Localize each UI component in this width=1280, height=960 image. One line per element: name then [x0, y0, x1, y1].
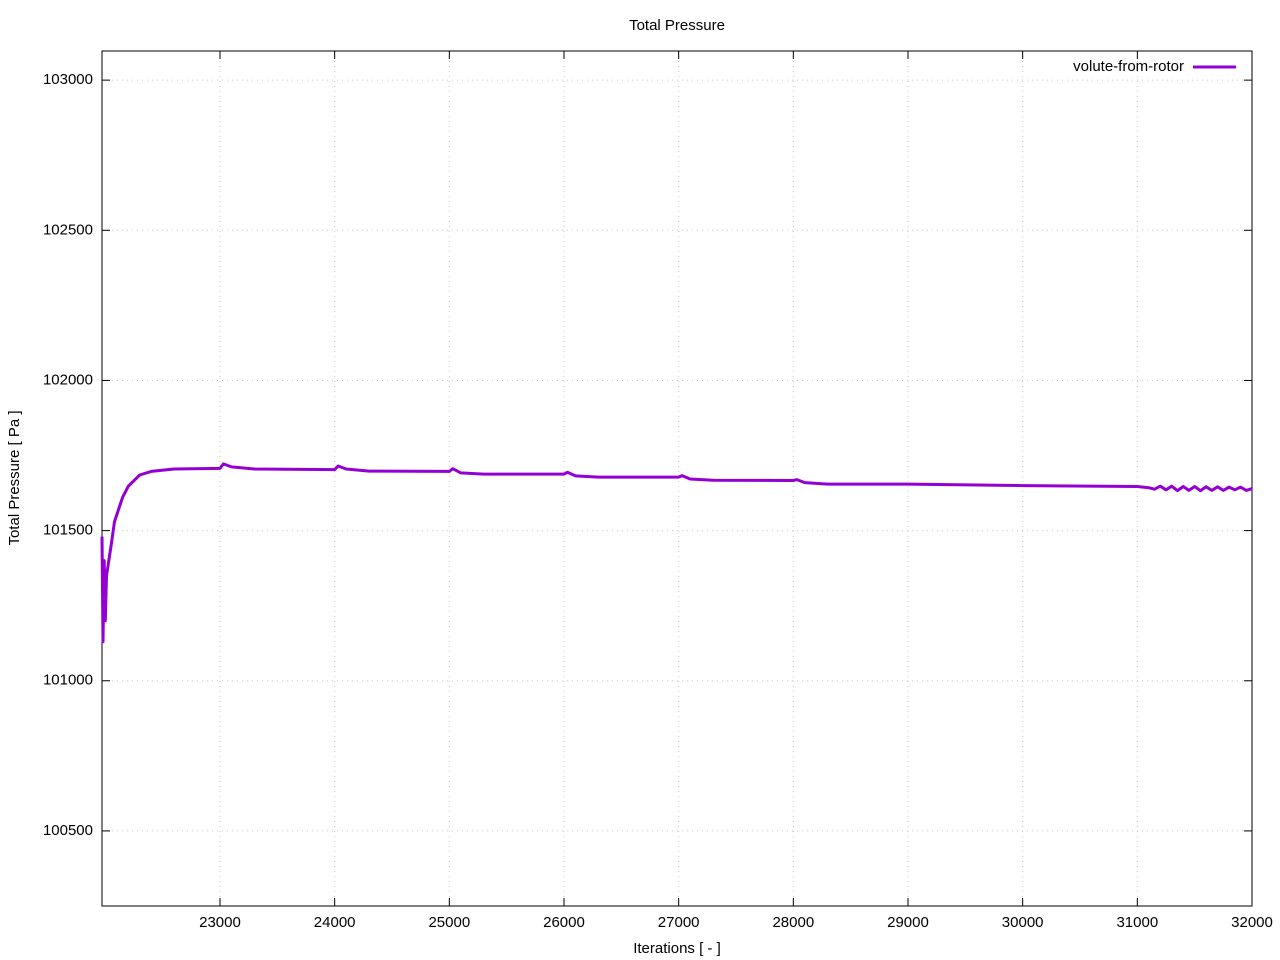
- y-tick-label: 100500: [43, 822, 93, 839]
- x-tick-label: 31000: [1116, 914, 1158, 931]
- x-tick-label: 26000: [543, 914, 585, 931]
- x-axis-label: Iterations [ - ]: [633, 940, 721, 957]
- legend-label: volute-from-rotor: [1073, 58, 1184, 75]
- x-tick-label: 28000: [772, 914, 814, 931]
- y-tick-label: 102500: [43, 221, 93, 238]
- x-tick-label: 25000: [428, 914, 470, 931]
- x-tick-label: 27000: [658, 914, 700, 931]
- y-axis-label: Total Pressure [ Pa ]: [6, 410, 23, 545]
- x-tick-label: 23000: [199, 914, 241, 931]
- y-tick-label: 102000: [43, 371, 93, 388]
- plot-frame: [101, 50, 1253, 907]
- data-line: [100, 462, 1253, 644]
- x-tick-label: 32000: [1231, 914, 1273, 931]
- y-tick-label: 103000: [43, 71, 93, 88]
- chart-title: Total Pressure: [629, 17, 725, 34]
- y-tick-label: 101500: [43, 522, 93, 539]
- x-tick-label: 29000: [887, 914, 929, 931]
- x-tick-label: 30000: [1002, 914, 1044, 931]
- x-tick-label: 24000: [314, 914, 356, 931]
- y-tick-label: 101000: [43, 672, 93, 689]
